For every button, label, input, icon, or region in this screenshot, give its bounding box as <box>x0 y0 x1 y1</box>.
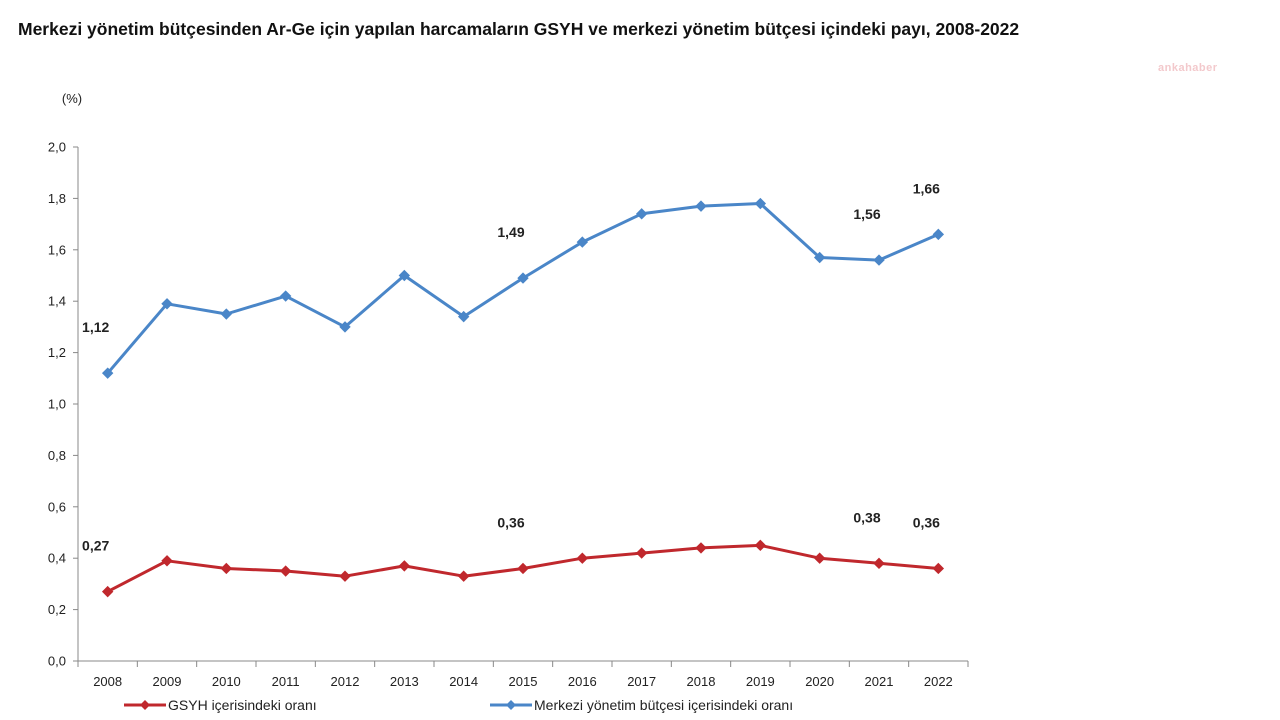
y-tick-label: 2,0 <box>48 140 66 155</box>
data-point <box>813 552 826 564</box>
data-point <box>932 562 945 575</box>
x-tick-label: 2013 <box>390 674 419 689</box>
data-point <box>457 570 470 582</box>
data-label: 0,38 <box>853 509 880 525</box>
data-label: 0,36 <box>497 514 524 530</box>
data-point <box>873 254 885 266</box>
x-tick-label: 2015 <box>509 674 538 689</box>
y-tick-label: 0,6 <box>48 499 66 514</box>
x-tick-label: 2012 <box>331 674 360 689</box>
y-tick-label: 0,4 <box>48 551 66 566</box>
data-point <box>576 236 589 248</box>
data-label: 1,56 <box>853 206 880 222</box>
x-tick-label: 2010 <box>212 674 241 689</box>
x-tick-label: 2009 <box>153 674 182 689</box>
data-point <box>695 542 707 554</box>
x-tick-label: 2021 <box>865 674 894 689</box>
x-tick-label: 2018 <box>687 674 716 689</box>
data-point <box>517 272 529 284</box>
x-tick-label: 2014 <box>449 674 478 689</box>
x-tick-label: 2022 <box>924 674 953 689</box>
data-point <box>873 557 885 570</box>
y-tick-label: 1,2 <box>48 345 66 360</box>
data-point <box>517 562 529 575</box>
data-point <box>220 308 233 320</box>
data-point <box>635 547 648 559</box>
data-point <box>754 197 767 210</box>
chart-title: Merkezi yönetim bütçesinden Ar-Ge için y… <box>18 19 1020 39</box>
legend-swatch-marker <box>140 700 150 710</box>
legend-label: GSYH içerisindeki oranı <box>168 697 317 713</box>
y-tick-label: 1,4 <box>48 294 66 309</box>
data-point <box>576 552 589 564</box>
y-tick-label: 0,8 <box>48 448 66 463</box>
x-tick-label: 2020 <box>805 674 834 689</box>
watermark: ankahaber <box>1158 62 1218 74</box>
data-point <box>161 298 173 310</box>
data-label: 1,66 <box>913 180 940 196</box>
data-point <box>339 570 351 582</box>
data-point <box>754 539 767 552</box>
data-label: 0,36 <box>913 514 940 530</box>
x-tick-label: 2019 <box>746 674 775 689</box>
data-label: 1,12 <box>82 319 109 335</box>
x-tick-label: 2011 <box>272 674 300 689</box>
data-point <box>398 269 411 282</box>
y-tick-label: 1,8 <box>48 191 66 206</box>
data-point <box>457 310 470 323</box>
y-tick-label: 0,2 <box>48 602 66 617</box>
legend-swatch-marker <box>506 700 516 710</box>
data-label: 0,27 <box>82 538 109 554</box>
data-point <box>161 555 173 567</box>
data-point <box>695 200 707 212</box>
y-unit-label: (%) <box>62 91 82 106</box>
data-point <box>279 290 292 302</box>
data-point <box>635 208 648 220</box>
data-label: 1,49 <box>497 224 524 240</box>
data-point <box>339 321 351 333</box>
y-tick-label: 1,6 <box>48 242 66 257</box>
data-point <box>398 560 411 572</box>
y-tick-label: 1,0 <box>48 397 66 412</box>
legend-label: Merkezi yönetim bütçesi içerisindeki ora… <box>534 697 793 713</box>
data-point <box>101 367 114 379</box>
x-tick-label: 2016 <box>568 674 597 689</box>
y-tick-label: 0,0 <box>48 654 66 669</box>
data-point <box>932 228 945 241</box>
data-point <box>101 585 114 598</box>
x-tick-label: 2017 <box>627 674 656 689</box>
data-point <box>279 565 292 577</box>
data-point <box>813 251 826 264</box>
x-tick-label: 2008 <box>93 674 122 689</box>
data-point <box>220 562 233 575</box>
